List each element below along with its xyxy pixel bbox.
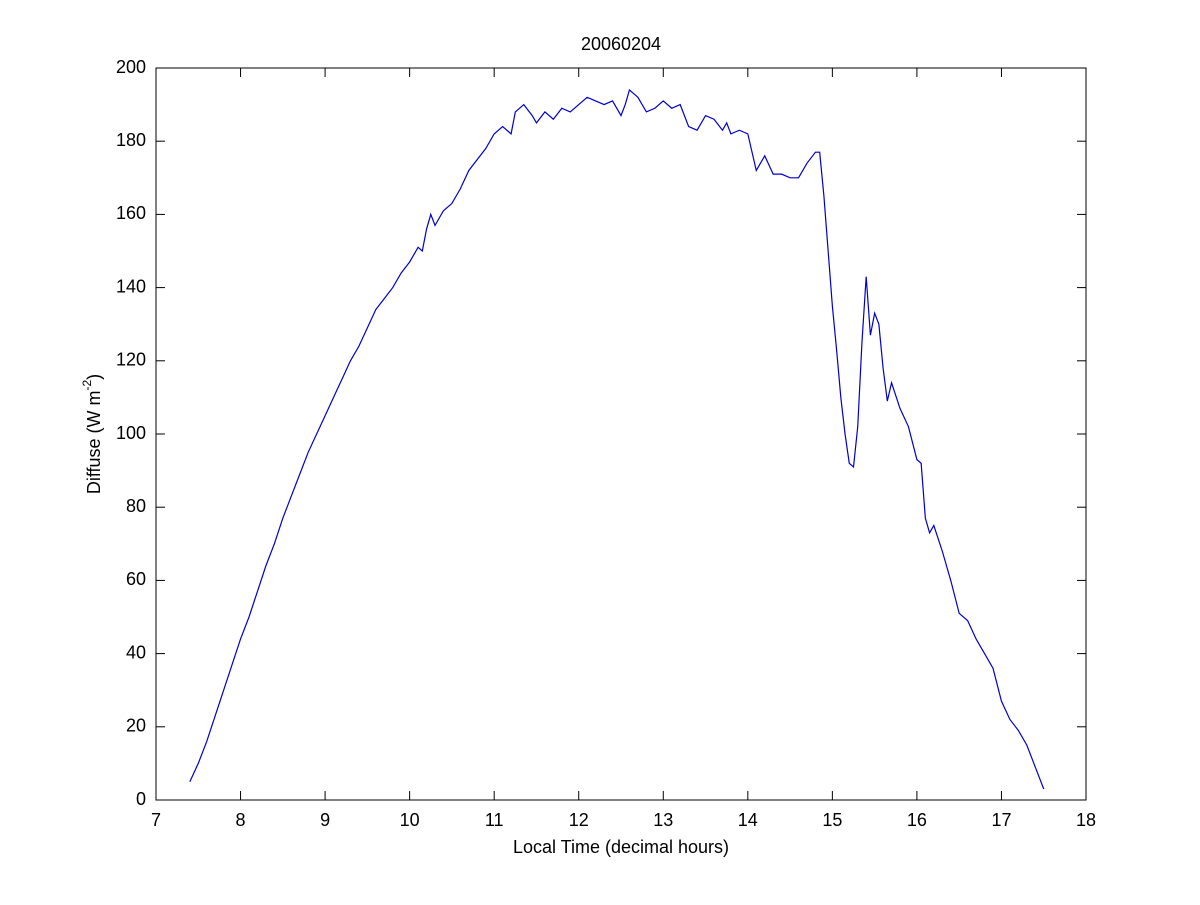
x-tick-label: 17 [991, 810, 1011, 830]
x-tick-label: 9 [320, 810, 330, 830]
chart-title: 20060204 [581, 34, 661, 54]
x-tick-label: 10 [400, 810, 420, 830]
plot-area [155, 67, 1087, 801]
x-tick-label: 12 [569, 810, 589, 830]
y-tick-label: 160 [116, 203, 146, 223]
y-label-main: Diffuse (W m [84, 390, 104, 494]
y-tick-label: 60 [126, 569, 146, 589]
x-tick-label: 8 [236, 810, 246, 830]
y-tick-label: 80 [126, 496, 146, 516]
y-tick-label: 120 [116, 350, 146, 370]
y-tick-label: 140 [116, 276, 146, 296]
x-tick-label: 18 [1076, 810, 1096, 830]
y-tick-label: 100 [116, 423, 146, 443]
y-tick-label: 40 [126, 642, 146, 662]
y-label-sup: -2 [80, 379, 94, 390]
y-label-tail: ) [84, 374, 104, 380]
x-tick-label: 7 [151, 810, 161, 830]
y-tick-label: 200 [116, 57, 146, 77]
y-axis-label: Diffuse (W m-2) [80, 374, 104, 494]
data-line [189, 88, 1045, 790]
y-tick-label: 20 [126, 716, 146, 736]
x-tick-label: 14 [738, 810, 758, 830]
x-tick-label: 13 [653, 810, 673, 830]
x-axis-label: Local Time (decimal hours) [513, 837, 729, 857]
x-tick-label: 15 [822, 810, 842, 830]
y-tick-label: 0 [136, 789, 146, 809]
x-tick-label: 11 [485, 810, 504, 830]
x-tick-label: 16 [907, 810, 927, 830]
y-tick-label: 180 [116, 130, 146, 150]
